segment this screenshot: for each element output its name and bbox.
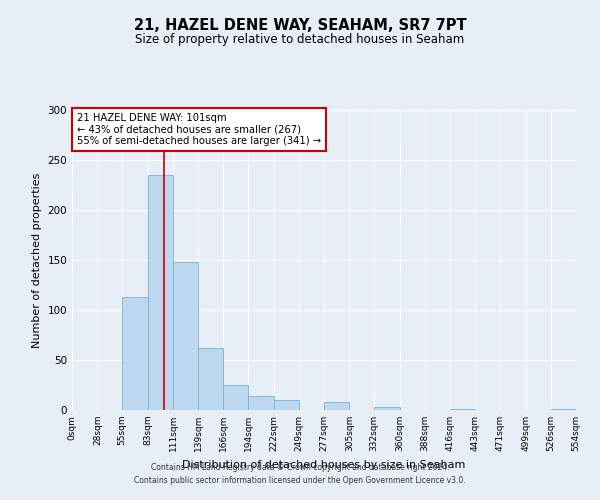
Bar (248, 396, 274, 410)
X-axis label: Distribution of detached houses by size in Seaham: Distribution of detached houses by size … (182, 460, 466, 469)
Bar (148, 175, 173, 410)
Bar (122, 297, 148, 410)
Bar (451, 409, 475, 410)
Bar (199, 348, 223, 410)
Text: 21 HAZEL DENE WAY: 101sqm
← 43% of detached houses are smaller (267)
55% of semi: 21 HAZEL DENE WAY: 101sqm ← 43% of detac… (77, 113, 321, 146)
Text: Contains HM Land Registry data © Crown copyright and database right 2024.: Contains HM Land Registry data © Crown c… (151, 464, 449, 472)
Bar (374, 407, 400, 410)
Text: Contains public sector information licensed under the Open Government Licence v3: Contains public sector information licen… (134, 476, 466, 485)
Text: 21, HAZEL DENE WAY, SEAHAM, SR7 7PT: 21, HAZEL DENE WAY, SEAHAM, SR7 7PT (134, 18, 466, 32)
Text: Size of property relative to detached houses in Seaham: Size of property relative to detached ho… (136, 32, 464, 46)
Bar (324, 402, 349, 410)
Bar (173, 262, 199, 410)
Bar (223, 385, 248, 410)
Bar (274, 400, 299, 410)
Y-axis label: Number of detached properties: Number of detached properties (32, 172, 42, 348)
Bar (551, 409, 576, 410)
